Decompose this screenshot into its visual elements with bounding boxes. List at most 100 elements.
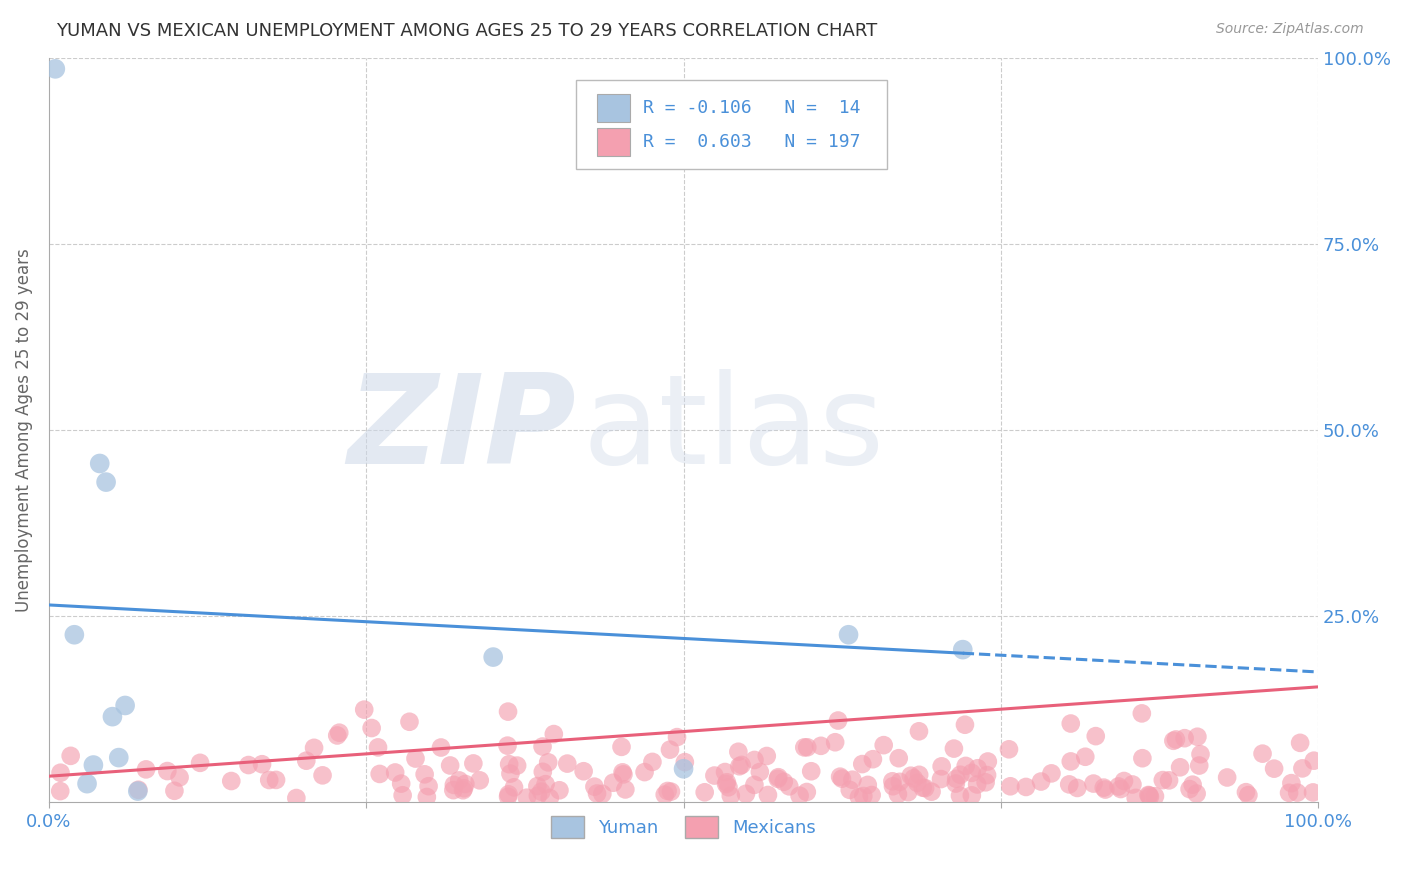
Point	[1139, 789, 1161, 804]
Point	[977, 755, 1000, 769]
Point	[537, 756, 560, 770]
Point	[735, 787, 758, 801]
Point	[1278, 786, 1301, 800]
Point	[1125, 790, 1147, 805]
Text: YUMAN VS MEXICAN UNEMPLOYMENT AMONG AGES 25 TO 29 YEARS CORRELATION CHART: YUMAN VS MEXICAN UNEMPLOYMENT AMONG AGES…	[56, 22, 877, 40]
Point	[610, 739, 633, 754]
Point	[952, 642, 974, 657]
Point	[398, 714, 420, 729]
Point	[1112, 774, 1135, 789]
Point	[496, 739, 519, 753]
Point	[856, 778, 879, 792]
Point	[1302, 785, 1324, 799]
Point	[418, 779, 440, 793]
Point	[453, 781, 475, 796]
Point	[527, 789, 550, 803]
Point	[921, 785, 943, 799]
Point	[873, 738, 896, 752]
Point	[188, 756, 211, 770]
Point	[1000, 779, 1022, 793]
Point	[602, 776, 624, 790]
Point	[929, 772, 952, 786]
Point	[800, 764, 823, 779]
Point	[914, 781, 936, 796]
Point	[534, 777, 557, 791]
Point	[796, 740, 818, 755]
FancyBboxPatch shape	[598, 95, 630, 122]
Point	[827, 714, 849, 728]
Point	[1109, 782, 1132, 797]
Point	[942, 741, 965, 756]
Point	[586, 787, 609, 801]
Point	[1060, 716, 1083, 731]
Point	[1057, 777, 1080, 791]
Point	[326, 729, 349, 743]
Point	[543, 727, 565, 741]
Point	[1163, 733, 1185, 747]
Point	[838, 628, 860, 642]
Point	[583, 780, 606, 794]
Point	[482, 650, 505, 665]
Point	[156, 764, 179, 778]
Point	[449, 773, 471, 788]
Point	[789, 789, 811, 803]
Point	[496, 705, 519, 719]
Point	[730, 758, 752, 772]
Point	[612, 765, 634, 780]
Point	[955, 759, 977, 773]
Point	[49, 784, 72, 798]
Point	[720, 789, 742, 803]
Point	[1178, 782, 1201, 797]
Point	[360, 721, 382, 735]
Point	[641, 755, 664, 769]
Point	[1189, 747, 1212, 762]
Point	[1143, 789, 1166, 804]
Point	[367, 740, 389, 755]
Point	[714, 777, 737, 791]
Point	[659, 742, 682, 756]
Point	[1157, 773, 1180, 788]
Point	[882, 779, 904, 793]
Point	[824, 735, 846, 749]
Y-axis label: Unemployment Among Ages 25 to 29 years: Unemployment Among Ages 25 to 29 years	[15, 248, 32, 612]
Point	[89, 457, 111, 471]
Point	[135, 763, 157, 777]
Point	[264, 772, 287, 787]
Point	[1286, 786, 1309, 800]
Point	[163, 784, 186, 798]
Point	[250, 757, 273, 772]
Point	[257, 772, 280, 787]
Point	[238, 758, 260, 772]
Point	[498, 788, 520, 802]
Point	[852, 789, 875, 803]
Point	[389, 777, 412, 791]
Point	[1121, 777, 1143, 791]
Point	[717, 780, 740, 795]
Point	[1263, 762, 1285, 776]
Text: Source: ZipAtlas.com: Source: ZipAtlas.com	[1216, 22, 1364, 37]
Point	[666, 730, 689, 744]
Point	[94, 475, 117, 489]
Point	[889, 775, 911, 789]
Point	[766, 772, 789, 786]
Point	[612, 767, 634, 781]
Point	[1074, 749, 1097, 764]
Point	[1279, 776, 1302, 790]
Point	[555, 756, 578, 771]
Point	[1181, 778, 1204, 792]
Point	[905, 776, 928, 790]
Point	[430, 740, 453, 755]
Point	[353, 703, 375, 717]
Point	[531, 764, 554, 779]
Point	[49, 765, 72, 780]
Legend: Yuman, Mexicans: Yuman, Mexicans	[544, 809, 824, 846]
Point	[443, 778, 465, 792]
Point	[463, 756, 485, 771]
Point	[1029, 774, 1052, 789]
Point	[966, 777, 988, 791]
Point	[516, 790, 538, 805]
Point	[1132, 751, 1154, 765]
Point	[572, 764, 595, 779]
Point	[1251, 747, 1274, 761]
Point	[413, 767, 436, 781]
